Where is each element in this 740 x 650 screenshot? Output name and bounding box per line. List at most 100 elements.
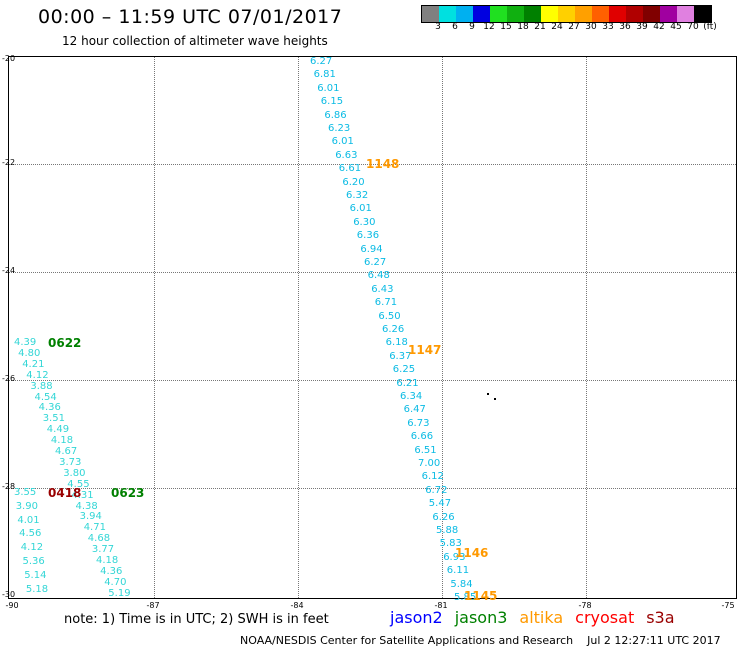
- legend-swatch: [524, 6, 541, 22]
- swh-value: 5.84: [450, 578, 473, 590]
- pass-time-label: 1146: [455, 546, 489, 560]
- lon-label: -84: [290, 601, 304, 610]
- legend-swatch: [575, 6, 592, 22]
- legend-swatch: [456, 6, 473, 22]
- swh-value: 4.18: [96, 555, 119, 566]
- legend-swatch: [609, 6, 626, 22]
- swh-value: 4.38: [75, 500, 98, 512]
- swh-value: 6.25: [392, 364, 416, 376]
- footer-timestamp: Jul 2 12:27:11 UTC 2017: [587, 634, 721, 647]
- legend-swatch: [694, 6, 711, 22]
- lat-label: -24: [2, 266, 16, 275]
- lat-label: -30: [2, 590, 16, 599]
- pass-time-label: 1147: [408, 343, 442, 357]
- swh-value: 6.20: [342, 176, 365, 188]
- swh-value: 5.83: [439, 538, 462, 550]
- legend-label: 21: [534, 22, 546, 32]
- swh-value: 6.11: [446, 565, 470, 577]
- grid-line-lon-81: [442, 57, 443, 598]
- swh-value: 5.14: [24, 569, 47, 581]
- lat-label: -26: [2, 374, 16, 383]
- legend-label: 6: [452, 22, 458, 32]
- lon-label: -75: [721, 601, 735, 610]
- swh-value: 6.71: [374, 297, 398, 309]
- legend-swatch: [677, 6, 694, 22]
- swh-value: 3.77: [91, 544, 115, 556]
- swh-value: 6.93: [443, 551, 466, 563]
- legend-label: 18: [517, 22, 529, 32]
- swh-value: 3.94: [79, 511, 102, 523]
- grid-line-lon-84: [298, 57, 299, 598]
- grid-line-lat-26: [9, 380, 736, 381]
- map-plot[interactable]: [8, 56, 737, 599]
- legend-label: 3: [435, 22, 441, 32]
- footer-credit: NOAA/NESDIS Center for Satellite Applica…: [240, 634, 574, 647]
- swh-value: 3.51: [42, 413, 65, 425]
- legend-label: 27: [568, 22, 580, 32]
- swh-value: 6.27: [364, 257, 387, 268]
- swh-value: 6.23: [328, 123, 351, 134]
- swh-value: 6.26: [382, 324, 405, 335]
- color-legend: [421, 5, 712, 23]
- swh-value: 6.63: [335, 149, 358, 161]
- note-text: note: 1) Time is in UTC; 2) SWH is in fe…: [64, 612, 329, 627]
- swh-value: 5.19: [108, 587, 131, 599]
- swh-value: 4.36: [100, 565, 123, 577]
- legend-label: 45: [670, 22, 682, 32]
- legend-label: 15: [500, 22, 512, 32]
- pass-time-label: 1148: [366, 157, 400, 171]
- legend-swatch: [473, 6, 490, 22]
- swh-value: 6.30: [353, 216, 376, 228]
- swh-value: 6.66: [410, 431, 434, 443]
- swh-value: 6.37: [389, 350, 412, 362]
- swh-value: 5.18: [25, 583, 49, 595]
- swh-value: 5.47: [428, 498, 452, 510]
- legend-label: 39: [636, 22, 648, 32]
- swh-value: 6.18: [385, 337, 408, 349]
- swh-value: 6.61: [338, 163, 362, 175]
- swh-value: 3.73: [59, 456, 82, 468]
- swh-value: 4.39: [14, 337, 37, 348]
- swh-value: 4.36: [38, 402, 61, 414]
- swh-value: 6.34: [400, 391, 423, 402]
- legend-swatch: [643, 6, 660, 22]
- legend-swatch: [490, 6, 507, 22]
- swh-value: 6.73: [407, 417, 430, 429]
- swh-value: 6.50: [378, 310, 401, 322]
- swh-value: 4.12: [26, 369, 49, 381]
- footer-text: NOAA/NESDIS Center for Satellite Applica…: [240, 634, 721, 647]
- swh-value: 6.47: [403, 404, 426, 416]
- lon-label: -87: [146, 601, 160, 610]
- lon-label: -90: [5, 601, 19, 610]
- pass-time-label: 1145: [464, 589, 498, 603]
- swh-value: 4.56: [19, 528, 42, 540]
- swh-value: 4.54: [34, 391, 57, 403]
- swh-value: 5.36: [22, 556, 45, 567]
- legend-label: 12: [483, 22, 495, 32]
- swh-value: 6.01: [331, 136, 354, 148]
- map-title: 00:00 – 11:59 UTC 07/01/2017: [38, 6, 343, 28]
- swh-value: 5.88: [436, 525, 459, 536]
- satellite-name-jason2: jason2: [390, 608, 443, 627]
- legend-label: 36: [619, 22, 631, 32]
- legend-swatch: [626, 6, 643, 22]
- legend-label: 33: [602, 22, 614, 32]
- legend-swatch: [660, 6, 677, 22]
- satellite-name-s3a: s3a: [646, 608, 675, 627]
- swh-value: 3.90: [15, 500, 38, 512]
- grid-line-lon-87: [154, 57, 155, 598]
- swh-value: 6.12: [421, 471, 444, 483]
- satellite-name-altika: altika: [519, 608, 564, 627]
- swh-value: 6.43: [371, 283, 394, 295]
- legend-swatch: [507, 6, 524, 22]
- swh-value: 4.80: [18, 347, 41, 359]
- swh-value: 7.00: [418, 458, 441, 469]
- swh-value: 6.36: [356, 230, 380, 242]
- pass-time-label: 0623: [111, 486, 145, 500]
- legend-label: 24: [551, 22, 563, 32]
- lat-label: -20: [2, 54, 16, 63]
- lat-label: -22: [2, 158, 16, 167]
- pass-time-label: 0622: [48, 336, 82, 350]
- legend-label: 70: [687, 22, 699, 32]
- swh-value: 4.71: [83, 522, 106, 534]
